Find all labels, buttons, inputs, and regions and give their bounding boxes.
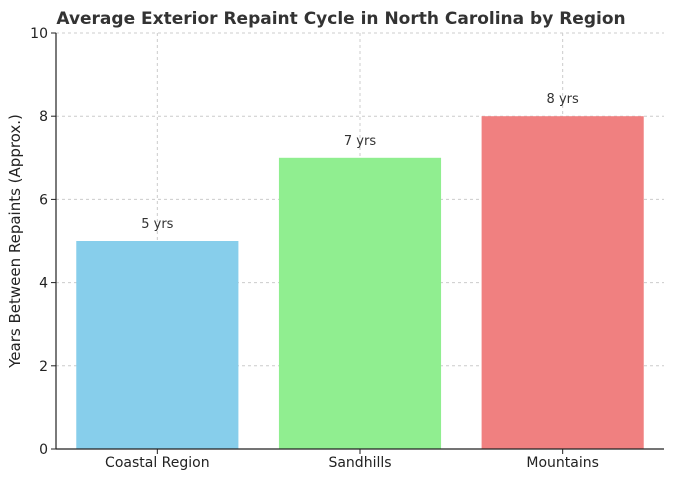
data-label: 8 yrs [547,92,579,107]
y-tick-label: 6 [39,192,48,208]
data-label: 5 yrs [141,217,173,232]
y-tick-label: 8 [39,109,48,125]
ticks-layer: 0 2 4 6 8 10 Coastal Region Sandhills Mountains [30,26,599,471]
y-tick-label: 0 [39,442,48,458]
y-tick-label: 2 [39,359,48,375]
y-tick-label: 10 [30,26,48,42]
data-labels-layer: 5 yrs 7 yrs 8 yrs [141,92,579,232]
bar [76,241,239,449]
y-axis-title: Years Between Repaints (Approx.) [6,114,24,369]
bar [278,157,442,450]
bars-layer [76,116,644,450]
bar [481,116,644,449]
x-tick-label: Mountains [526,455,599,471]
y-tick-label: 4 [39,276,48,292]
chart-title: Average Exterior Repaint Cycle in North … [56,9,625,29]
x-tick-label: Coastal Region [105,455,210,471]
data-label: 7 yrs [344,134,376,149]
x-tick-label: Sandhills [328,455,391,471]
